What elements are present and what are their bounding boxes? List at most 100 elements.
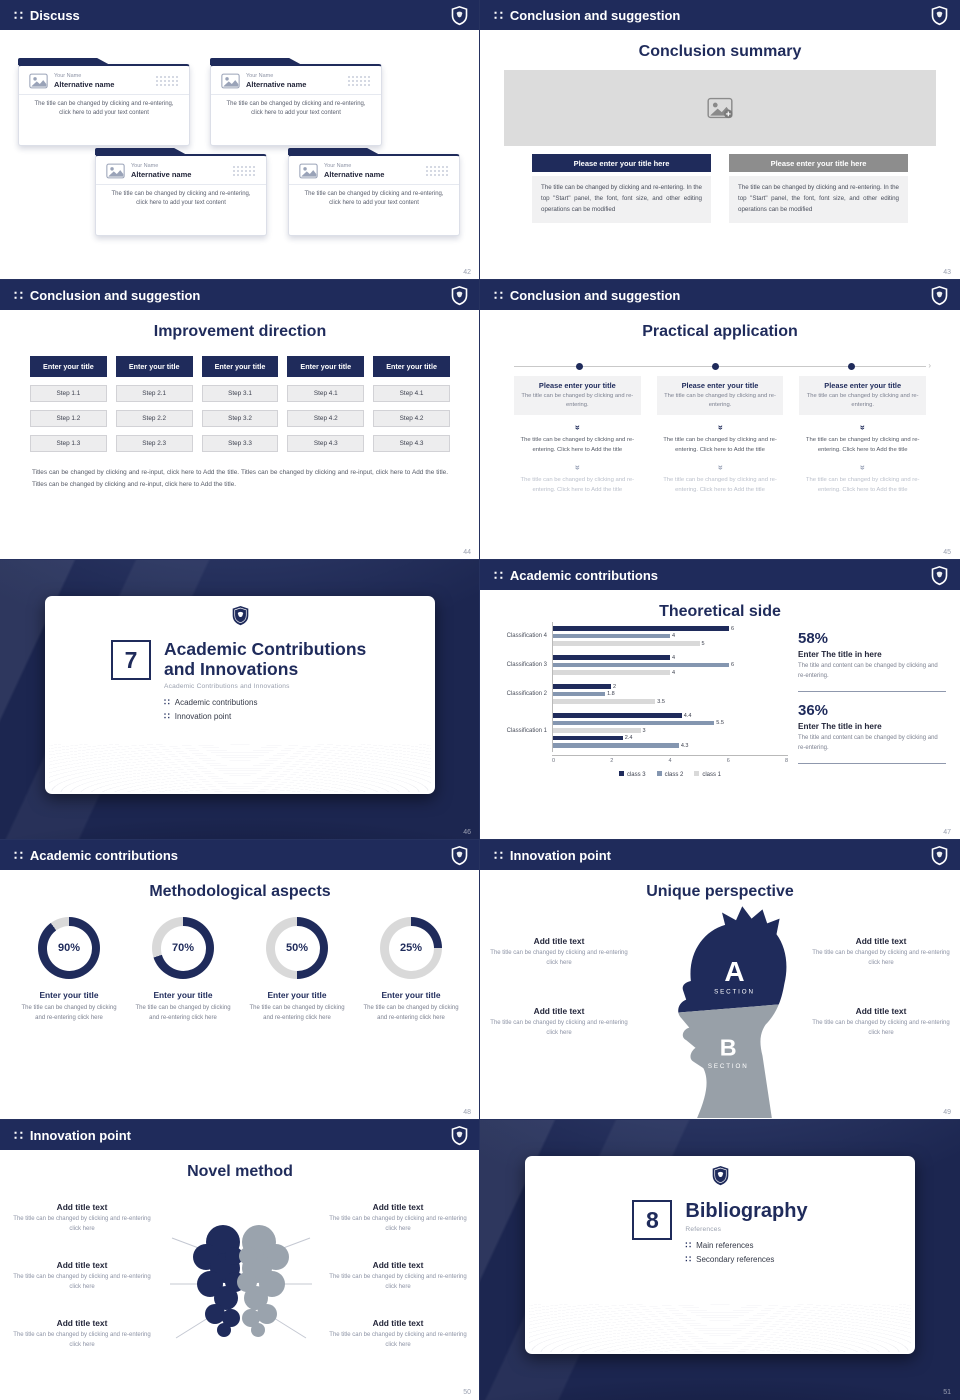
slide-45-practical-application[interactable]: ∷ Conclusion and suggestion Practical ap… [479, 279, 960, 561]
donut-percentage: 70% [171, 942, 195, 954]
slide-47-theoretical-side[interactable]: ∷ Academic contributions Theoretical sid… [479, 559, 960, 841]
profile-card[interactable]: Your Name Alternative name The title can… [95, 154, 267, 236]
header-title: Academic contributions [509, 567, 658, 583]
bar-value-label: 3.5 [657, 698, 665, 705]
slide-header-bar: ∷ Conclusion and suggestion [480, 0, 960, 30]
bar-value-label: 4 [672, 669, 676, 676]
profile-card[interactable]: Your Name Alternative name The title can… [18, 64, 190, 146]
slide-heading: Improvement direction [153, 323, 327, 340]
step-box[interactable]: Step 4.2 [287, 410, 365, 427]
section-marker-icon: ∷ [494, 7, 503, 23]
donut-body: The title can be changed by clicking and… [135, 1005, 231, 1021]
bar [552, 633, 670, 639]
section-marker-icon: ∷ [164, 711, 170, 722]
donut-title: Enter your title [381, 990, 441, 1000]
step-box[interactable]: Step 4.1 [287, 385, 365, 402]
header-title: Conclusion and suggestion [29, 287, 201, 303]
bullet-label: Innovation point [174, 712, 232, 722]
dots-decoration [155, 75, 179, 87]
step-box[interactable]: Step 2.2 [115, 410, 193, 427]
bar [552, 655, 670, 660]
page-number: 50 [463, 1389, 471, 1396]
bar [552, 641, 700, 646]
donut-column: 90% Enter your title The title can be ch… [12, 917, 126, 1024]
bar-value-label: 6 [731, 625, 735, 632]
title-button-primary[interactable]: Please enter your title here [532, 154, 711, 172]
title-button-secondary[interactable]: Please enter your title here [729, 154, 908, 172]
block-body: The title can be changed by clicking and… [812, 950, 950, 966]
slide-46-section-cover[interactable]: 7 Academic Contributions and Innovations… [0, 559, 481, 841]
slide-42-discuss[interactable]: ∷ Discuss Your Name Alternative name The… [0, 0, 481, 281]
slide-51-section-cover[interactable]: 8 Bibliography References ∷ Main referen… [479, 1119, 960, 1400]
dots-decoration [232, 165, 256, 177]
slide-50-novel-method[interactable]: ∷ Innovation point Novel method [0, 1119, 481, 1400]
column-title-button[interactable]: Enter your title [287, 356, 365, 377]
step-box[interactable]: Step 1.1 [30, 385, 107, 402]
step-box[interactable]: Step 4.2 [373, 410, 450, 427]
slide-heading: Conclusion summary [638, 43, 802, 60]
slide-49-unique-perspective[interactable]: ∷ Innovation point Unique perspective A … [479, 839, 960, 1121]
bar-value-label: 3 [642, 727, 646, 734]
step-box[interactable]: Step 1.2 [30, 410, 107, 427]
block-body: The title can be changed by clicking and… [812, 1020, 950, 1036]
column-bottom-text: The title can be changed by clicking and… [663, 477, 777, 493]
text-block: Add title text The title can be changed … [12, 1202, 152, 1234]
header-title: Discuss [29, 7, 80, 23]
column-title-button[interactable]: Enter your title [201, 356, 279, 377]
category-label: Classification 2 [506, 691, 547, 697]
section-title-block: Bibliography References ∷ Main reference… [685, 1200, 807, 1264]
step-box[interactable]: Step 3.1 [201, 385, 279, 402]
title-box[interactable]: Please enter your title The title can be… [656, 376, 784, 416]
page-number: 43 [943, 269, 951, 276]
card-meta: Your Name Alternative name [246, 73, 306, 89]
university-shield-logo [451, 5, 468, 26]
image-placeholder-box[interactable] [504, 70, 936, 146]
section-marker-icon: ∷ [494, 287, 503, 303]
donut-body: The title can be changed by clicking and… [249, 1005, 345, 1021]
card-title: Alternative name [131, 170, 192, 179]
header-title: Innovation point [29, 1127, 132, 1143]
text-block: Add title text The title can be changed … [810, 936, 952, 968]
bar-row: Classification 3 4 6 4 [496, 653, 788, 677]
right-text-column: Add title text The title can be changed … [810, 936, 952, 1038]
slide-43-conclusion-summary[interactable]: ∷ Conclusion and suggestion Conclusion s… [479, 0, 960, 281]
step-box[interactable]: Step 2.3 [115, 435, 193, 452]
step-box[interactable]: Step 4.3 [287, 435, 365, 452]
body-paragraph: The title can be changed by clicking and… [532, 176, 711, 223]
step-box[interactable]: Step 2.1 [115, 385, 193, 402]
section-bullet: ∷ Innovation point [164, 711, 369, 722]
column-title-button[interactable]: Enter your title [30, 356, 107, 377]
application-column: Please enter your title The title can be… [514, 376, 641, 495]
section-bullet: ∷ Main references [685, 1241, 807, 1251]
donut-title: Enter your title [39, 990, 99, 1000]
slide-header-bar: ∷ Innovation point [480, 840, 960, 870]
step-box[interactable]: Step 3.2 [201, 410, 279, 427]
university-shield-logo [232, 605, 249, 626]
step-box[interactable]: Step 1.3 [30, 435, 107, 452]
image-placeholder-icon [299, 163, 318, 179]
stat-body: The title and content can be changed by … [798, 734, 938, 751]
section-marker-icon: ∷ [14, 7, 23, 23]
block-title: Add title text [56, 1202, 108, 1212]
slide-48-methodological-aspects[interactable]: ∷ Academic contributions Methodological … [0, 839, 481, 1121]
profile-card[interactable]: Your Name Alternative name The title can… [210, 64, 382, 146]
page-number: 42 [463, 269, 471, 276]
slide-44-improvement-direction[interactable]: ∷ Conclusion and suggestion Improvement … [0, 279, 481, 561]
bar-row: Classification 1 4.4 5.5 3 2.4 4.3 [496, 711, 788, 750]
section-subtitle: Academic Contributions and Innovations [164, 683, 290, 691]
chevron-double-down-icon: » [572, 465, 583, 471]
footnote-text: Titles can be changed by clicking and re… [32, 469, 448, 488]
step-box[interactable]: Step 4.3 [373, 435, 450, 452]
column-title-button[interactable]: Enter your title [373, 356, 450, 377]
step-box[interactable]: Step 4.1 [373, 385, 450, 402]
column-title-button[interactable]: Enter your title [115, 356, 193, 377]
donut-ring: 25% [380, 917, 442, 979]
step-box[interactable]: Step 3.3 [201, 435, 279, 452]
block-title: Add title text [855, 1006, 907, 1017]
title-box[interactable]: Please enter your title The title can be… [799, 376, 927, 416]
bar-value-label: 4.4 [683, 712, 692, 719]
profile-card[interactable]: Your Name Alternative name The title can… [288, 154, 460, 236]
title-box[interactable]: Please enter your title The title can be… [514, 376, 641, 416]
bar [552, 743, 679, 748]
legend-item: class 3 [618, 771, 646, 778]
